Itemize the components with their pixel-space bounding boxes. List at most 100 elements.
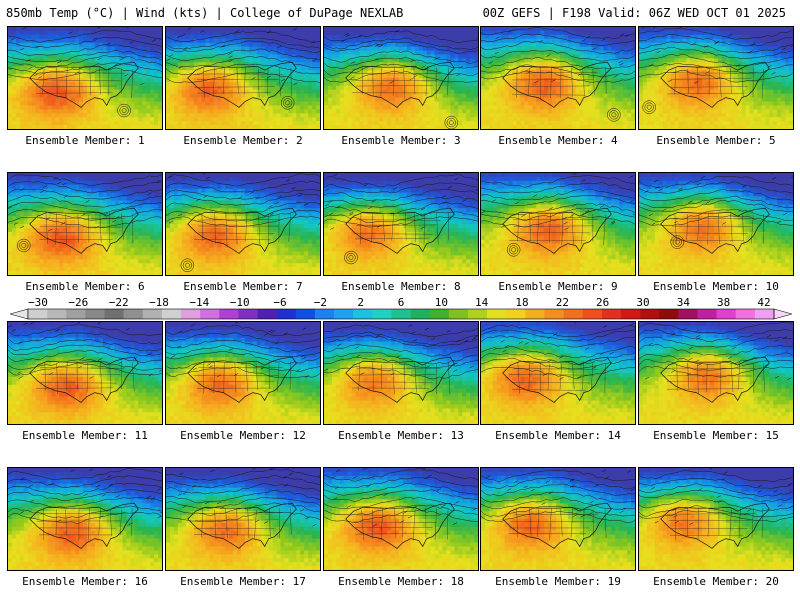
panel-caption: Ensemble Member: 9 <box>480 280 636 293</box>
colorbar-tick-label: 10 <box>435 296 448 309</box>
height-contour <box>481 335 635 348</box>
header: 850mb Temp (°C) | Wind (kts) | College o… <box>0 0 800 24</box>
ensemble-map[interactable] <box>638 321 794 425</box>
ensemble-map[interactable] <box>165 172 321 276</box>
ensemble-map[interactable] <box>323 26 479 130</box>
ensemble-map[interactable] <box>7 321 163 425</box>
height-contour <box>481 208 635 221</box>
colorbar-swatch <box>620 309 641 319</box>
temperature-field <box>324 173 478 275</box>
height-contour <box>481 175 635 188</box>
height-contour <box>166 497 320 509</box>
ensemble-map[interactable] <box>480 321 636 425</box>
ensemble-map[interactable] <box>323 172 479 276</box>
ensemble-panel: Ensemble Member: 6 <box>7 172 163 293</box>
closed-low-contour <box>348 255 354 260</box>
ensemble-map[interactable] <box>480 26 636 130</box>
ensemble-map[interactable] <box>638 172 794 276</box>
height-contour <box>639 499 793 512</box>
closed-low-contour <box>674 239 680 245</box>
closed-low-contour <box>672 237 682 247</box>
ensemble-map[interactable] <box>323 467 479 571</box>
height-contour <box>639 189 793 201</box>
height-contour <box>8 44 162 56</box>
height-contour <box>324 356 478 369</box>
colorbar-swatch <box>659 309 679 319</box>
colorbar-swatch <box>66 309 86 319</box>
height-contour <box>166 210 320 222</box>
height-contour <box>481 346 635 358</box>
height-contour <box>324 504 478 516</box>
panel-caption: Ensemble Member: 1 <box>7 134 163 147</box>
height-contour <box>8 489 162 502</box>
height-contour <box>481 497 635 510</box>
ensemble-map[interactable] <box>7 467 163 571</box>
colorbar-tick-label: 30 <box>636 296 649 309</box>
closed-low-contour <box>119 105 129 116</box>
height-contour <box>639 352 793 365</box>
height-contour <box>481 195 635 207</box>
ensemble-map[interactable] <box>480 172 636 276</box>
ensemble-map[interactable] <box>165 26 321 130</box>
ensemble-map[interactable] <box>638 26 794 130</box>
height-contour <box>639 483 793 497</box>
temperature-field <box>166 173 320 275</box>
closed-low-contour <box>642 100 656 114</box>
colorbar-swatch <box>544 309 564 319</box>
height-contour <box>639 195 793 208</box>
height-contour <box>166 63 320 76</box>
height-contour <box>324 188 478 201</box>
colorbar-swatch <box>219 309 239 319</box>
height-contour <box>8 195 162 208</box>
ensemble-map[interactable] <box>480 467 636 571</box>
closed-low-contour <box>346 252 356 263</box>
colorbar-swatch <box>200 309 220 319</box>
height-contour <box>324 71 478 83</box>
height-contour <box>481 70 635 83</box>
height-contour <box>481 329 635 342</box>
ensemble-panel: Ensemble Member: 3 <box>323 26 479 147</box>
height-contour <box>481 27 635 40</box>
ensemble-map[interactable] <box>165 321 321 425</box>
panel-caption: Ensemble Member: 15 <box>638 429 794 442</box>
height-contour <box>639 28 793 40</box>
temperature-field <box>166 322 320 424</box>
ensemble-map[interactable] <box>7 26 163 130</box>
closed-low-contour <box>609 110 619 120</box>
colorbar-swatch <box>123 309 144 319</box>
height-contour <box>324 196 478 208</box>
ensemble-panel: Ensemble Member: 7 <box>165 172 321 293</box>
colorbar-swatch <box>28 309 48 319</box>
panel-caption: Ensemble Member: 16 <box>7 575 163 588</box>
ensemble-map[interactable] <box>165 467 321 571</box>
height-contour <box>481 353 635 365</box>
colorbar-tick-label: 42 <box>757 296 770 309</box>
height-contour <box>324 211 478 224</box>
colorbar-swatch <box>142 309 163 319</box>
colorbar-swatch <box>161 309 182 319</box>
colorbar-swatch <box>697 309 717 319</box>
colorbar-tick-label: 18 <box>515 296 528 309</box>
height-contour <box>481 324 635 337</box>
ensemble-map[interactable] <box>638 467 794 571</box>
colorbar-tick-label: −26 <box>68 296 88 309</box>
colorbar-swatch <box>678 309 698 319</box>
height-contour <box>166 37 320 50</box>
height-contour <box>166 324 320 336</box>
ensemble-panel: Ensemble Member: 11 <box>7 321 163 442</box>
colorbar-tick-label: 26 <box>596 296 609 309</box>
country-outline <box>502 502 612 549</box>
colorbar-swatch <box>47 309 67 319</box>
height-contour <box>481 470 635 482</box>
closed-low-contour <box>117 103 131 118</box>
height-contour <box>166 173 320 187</box>
height-contour <box>324 202 478 215</box>
colorbar-swatch <box>735 309 756 319</box>
height-contour <box>166 351 320 364</box>
ensemble-map[interactable] <box>7 172 163 276</box>
ensemble-map[interactable] <box>323 321 479 425</box>
closed-low-contour <box>670 235 684 249</box>
colorbar-swatch <box>295 309 316 319</box>
height-contour <box>324 64 478 76</box>
height-contour <box>8 323 162 337</box>
